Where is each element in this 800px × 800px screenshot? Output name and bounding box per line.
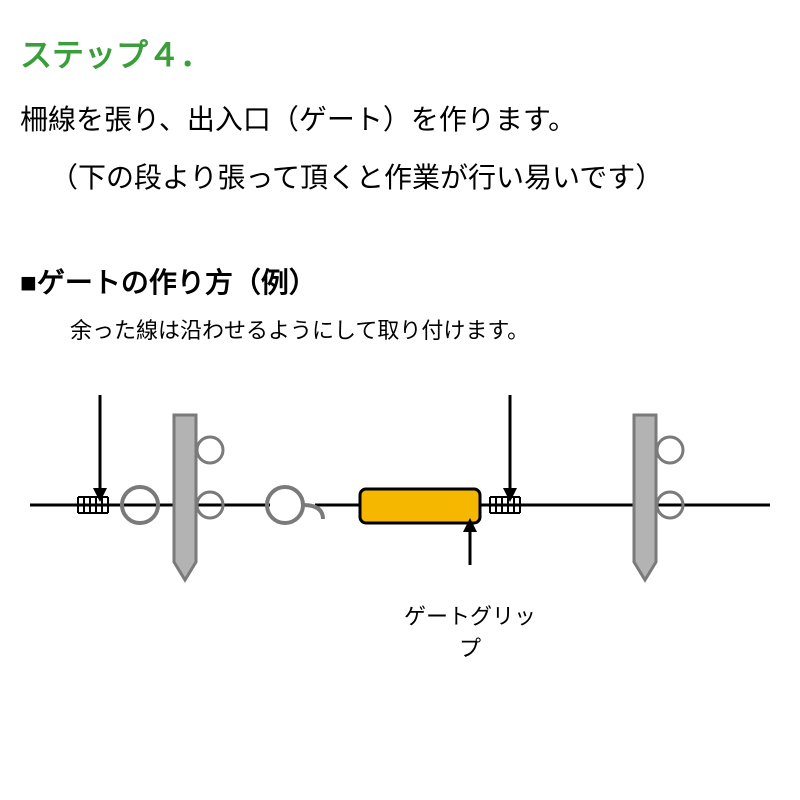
step-title-text: ステップ４． — [20, 37, 212, 73]
step-desc: 柵線を張り、出入口（ゲート）を作ります。 — [20, 96, 780, 144]
step-desc-sub: （下の段より張って頂くと作業が行い易いです） — [20, 154, 780, 202]
grip-label: ゲートグリップ — [400, 599, 540, 663]
gate-diagram — [20, 350, 780, 595]
section-head: ■ゲートの作り方（例） — [20, 261, 780, 301]
section-note: 余った線は沿わせるようにして取り付けます。 — [70, 313, 780, 345]
diagram-svg — [20, 350, 780, 590]
step-title: ステップ４． — [20, 30, 780, 76]
